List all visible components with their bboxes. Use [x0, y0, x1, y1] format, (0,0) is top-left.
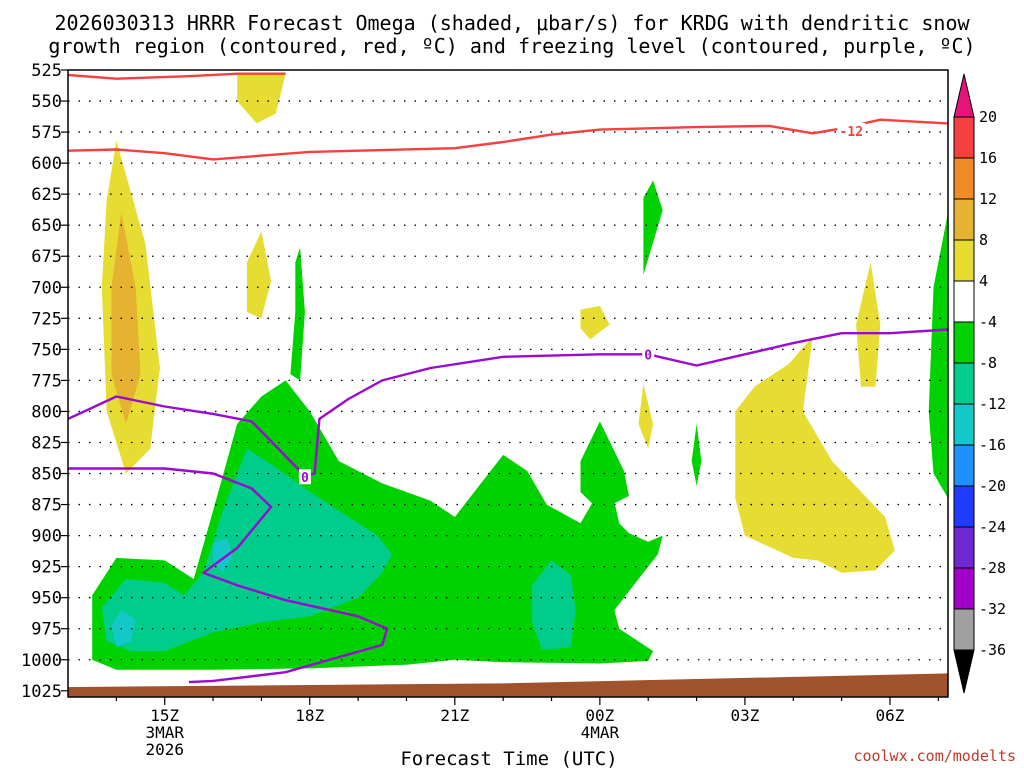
y-tick-label-850: 850 [31, 465, 62, 485]
colorbar-label-3: 8 [979, 231, 988, 249]
y-tick-label-825: 825 [31, 433, 62, 453]
y-tick-label-775: 775 [31, 371, 62, 391]
dgz-contour-line-0 [68, 72, 286, 80]
omega-region-1 [111, 212, 141, 424]
omega-region-12 [691, 423, 702, 486]
x-tick-label-00Z: 00Z [585, 706, 614, 725]
omega-region-13 [928, 212, 948, 499]
y-tick-label-550: 550 [31, 92, 62, 112]
colorbar-label-6: -8 [979, 354, 997, 372]
x-tick-sublabel-00Z: 4MAR [581, 723, 620, 742]
colorbar-bin-2 [953, 198, 975, 241]
colorbar-bin-10 [953, 526, 975, 569]
y-tick-label-575: 575 [31, 123, 62, 143]
x-tick-year-15Z: 2026 [145, 740, 184, 759]
y-tick-label-950: 950 [31, 589, 62, 609]
omega-region-5 [638, 384, 654, 449]
colorbar-bin-12 [953, 608, 975, 651]
x-tick-label-06Z: 06Z [876, 706, 905, 725]
colorbar-label-13: -36 [979, 641, 1006, 659]
colorbar-label-0: 20 [979, 108, 997, 126]
y-tick-label-800: 800 [31, 402, 62, 422]
omega-region-10 [643, 180, 663, 275]
y-tick-label-625: 625 [31, 185, 62, 205]
dgz-contour-label-1: -12 [840, 125, 863, 140]
y-tick-label-600: 600 [31, 154, 62, 174]
y-tick-label-1025: 1025 [21, 682, 62, 702]
plot-area: -12 0 0 [68, 70, 948, 697]
x-tick-label-15Z: 15Z [150, 706, 179, 725]
plot-content: -12 0 0 [68, 70, 948, 697]
omega-region-15 [532, 560, 576, 650]
colorbar-bin-1 [953, 157, 975, 200]
x-tick-label-18Z: 18Z [295, 706, 324, 725]
omega-region-11 [580, 421, 629, 511]
freezing-contour-line-0 [68, 328, 948, 478]
y-tick-label-1000: 1000 [21, 651, 62, 671]
chart-title-line2: growth region (contoured, red, ºC) and f… [48, 34, 975, 58]
y-tick-label-725: 725 [31, 309, 62, 329]
colorbar-label-7: -12 [979, 395, 1006, 413]
x-tick-sublabel-15Z: 3MAR [145, 723, 184, 742]
colorbar-label-10: -24 [979, 518, 1006, 536]
y-tick-label-750: 750 [31, 340, 62, 360]
y-tick-label-675: 675 [31, 247, 62, 267]
freezing-contour-label-1: 0 [301, 471, 309, 486]
omega-region-4 [580, 305, 610, 340]
y-tick-label-900: 900 [31, 527, 62, 547]
colorbar-bottom-arrow [953, 649, 975, 694]
colorbar-bin-0 [953, 116, 975, 159]
omega-region-7 [735, 336, 895, 573]
y-tick-label-975: 975 [31, 620, 62, 640]
dgz-contour-label-bg-1 [837, 122, 866, 138]
x-axis-label: Forecast Time (UTC) [400, 748, 617, 768]
colorbar-label-12: -32 [979, 600, 1006, 618]
colorbar-bin-5 [953, 321, 975, 364]
credit-text: coolwx.com/modelts [853, 747, 1016, 765]
colorbar-label-1: 16 [979, 149, 997, 167]
axes: 525 550 575 600 625 650 675 700 725 750 775 800 825 8… [21, 61, 949, 759]
x-tick-label-03Z: 03Z [730, 706, 759, 725]
freezing-contour-label-bg-0 [642, 346, 655, 362]
omega-region-3 [246, 231, 272, 319]
plot-frame [67, 69, 949, 698]
freezing-contour-label-0: 0 [644, 348, 652, 363]
omega-region-6 [856, 262, 881, 387]
y-tick-label-650: 650 [31, 216, 62, 236]
dgz-contour-line-1 [68, 118, 948, 161]
colorbar: 20 16 12 8 4 -4 -8 -12 -16 -20 -24 -28 -32 -36 [953, 73, 1006, 694]
omega-region-2 [237, 73, 286, 124]
colorbar-bin-7 [953, 403, 975, 446]
omega-region-14 [101, 448, 393, 652]
omega-region-17 [213, 538, 233, 573]
y-tick-label-700: 700 [31, 278, 62, 298]
freezing-contour-label-bg-1 [298, 469, 311, 485]
colorbar-bin-6 [953, 362, 975, 405]
colorbar-bin-8 [953, 444, 975, 487]
y-tick-label-875: 875 [31, 496, 62, 516]
chart-title-line1: 2026030313 HRRR Forecast Omega (shaded, … [54, 11, 970, 35]
colorbar-bin-11 [953, 567, 975, 610]
colorbar-bin-3 [953, 239, 975, 282]
colorbar-label-2: 12 [979, 190, 997, 208]
y-tick-label-925: 925 [31, 558, 62, 578]
terrain [68, 673, 948, 697]
colorbar-label-4: 4 [979, 272, 988, 290]
colorbar-bin-4 [953, 280, 975, 323]
omega-region-16 [111, 610, 136, 648]
y-tick-label-525: 525 [31, 61, 62, 81]
colorbar-label-5: -4 [979, 313, 997, 331]
colorbar-label-11: -28 [979, 559, 1006, 577]
colorbar-bin-9 [953, 485, 975, 528]
freezing-contour-line-1 [68, 467, 389, 684]
colorbar-label-9: -20 [979, 477, 1006, 495]
x-tick-label-21Z: 21Z [440, 706, 469, 725]
colorbar-label-8: -16 [979, 436, 1006, 454]
omega-region-9 [290, 247, 305, 381]
